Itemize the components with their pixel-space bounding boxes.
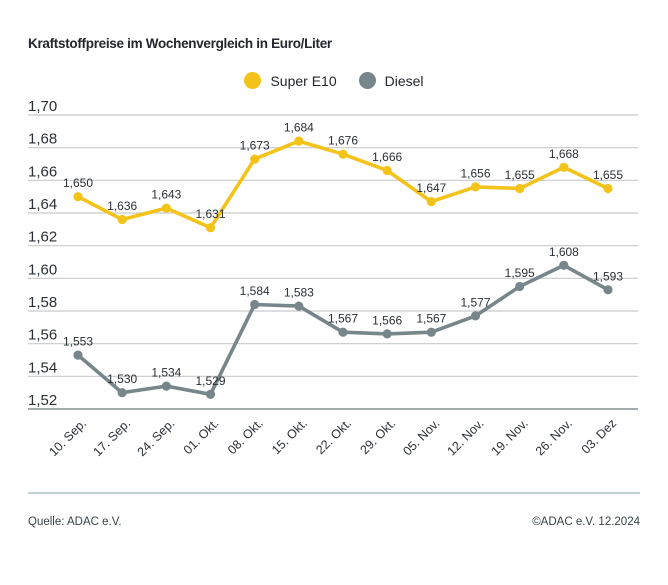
data-point-diesel <box>205 389 216 399</box>
data-point-label-super-e10: 1,668 <box>549 147 579 161</box>
data-point-label-super-e10: 1,655 <box>593 168 623 182</box>
data-point-label-super-e10: 1,676 <box>328 134 358 148</box>
data-point-label-super-e10: 1,650 <box>63 176 93 190</box>
x-axis-label: 19. Nov. <box>489 416 531 458</box>
data-point-diesel <box>250 299 260 310</box>
x-axis-label: 10. Sep. <box>46 416 89 459</box>
data-point-label-super-e10: 1,647 <box>416 181 446 195</box>
data-point-super-e10 <box>294 136 304 146</box>
data-point-label-diesel: 1,529 <box>195 374 225 388</box>
legend-label-diesel: Diesel <box>384 72 424 89</box>
y-axis-label: 1,66 <box>28 163 57 180</box>
data-point-diesel <box>117 388 127 398</box>
data-point-super-e10 <box>117 214 127 225</box>
x-axis-label: 24. Sep. <box>135 416 178 459</box>
y-axis-label: 1,52 <box>28 392 57 409</box>
data-point-diesel <box>603 285 613 295</box>
data-point-super-e10 <box>205 223 216 233</box>
data-point-diesel <box>73 350 83 360</box>
data-point-label-super-e10: 1,666 <box>372 150 402 164</box>
data-point-diesel <box>294 301 304 311</box>
data-point-label-diesel: 1,534 <box>151 366 181 380</box>
y-axis-label: 1,56 <box>28 327 57 344</box>
data-point-diesel <box>515 281 525 292</box>
data-point-label-super-e10: 1,673 <box>240 139 270 153</box>
y-axis-label: 1,64 <box>28 196 57 213</box>
legend-item-diesel: Diesel <box>358 72 424 89</box>
data-point-diesel <box>161 381 171 391</box>
data-point-label-super-e10: 1,631 <box>195 207 225 221</box>
x-axis-label: 08. Okt. <box>225 416 266 457</box>
x-axis-label: 22. Okt. <box>313 416 354 457</box>
data-point-label-diesel: 1,608 <box>549 245 579 259</box>
y-axis-label: 1,60 <box>28 261 57 278</box>
data-point-label-diesel: 1,567 <box>416 312 446 326</box>
x-axis-label: 05. Nov. <box>400 416 442 458</box>
data-point-label-diesel: 1,567 <box>328 312 358 326</box>
data-point-super-e10 <box>73 192 83 202</box>
data-point-label-diesel: 1,530 <box>107 372 137 386</box>
data-point-super-e10 <box>470 182 481 192</box>
data-point-diesel <box>426 327 436 337</box>
y-axis-label: 1,58 <box>28 294 57 311</box>
y-axis-label: 1,68 <box>28 131 57 148</box>
data-point-super-e10 <box>338 149 348 159</box>
data-point-super-e10 <box>161 203 171 213</box>
data-point-super-e10 <box>559 162 569 172</box>
data-point-label-super-e10: 1,655 <box>505 168 535 182</box>
legend-label-super-e10: Super E10 <box>270 72 337 89</box>
data-point-label-diesel: 1,577 <box>460 295 490 309</box>
data-point-diesel <box>338 327 348 337</box>
data-point-super-e10 <box>250 154 260 164</box>
x-axis-label: 29. Okt. <box>357 416 398 457</box>
y-axis-label: 1,70 <box>28 98 57 115</box>
data-point-label-super-e10: 1,643 <box>151 188 181 202</box>
data-point-diesel <box>470 311 481 321</box>
data-point-label-diesel: 1,584 <box>240 284 270 298</box>
x-axis-label: 15. Okt. <box>269 416 310 457</box>
data-point-diesel <box>559 260 569 270</box>
legend: Super E10 Diesel <box>0 72 668 89</box>
legend-item-super-e10: Super E10 <box>244 72 337 89</box>
copyright-label: ©ADAC e.V. 12.2024 <box>532 516 640 528</box>
y-axis-label: 1,54 <box>28 359 57 376</box>
data-point-super-e10 <box>426 197 436 207</box>
data-point-label-diesel: 1,593 <box>593 269 623 283</box>
data-point-super-e10 <box>603 183 613 194</box>
x-axis-label: 01. Okt. <box>181 416 222 457</box>
x-axis-label: 17. Sep. <box>90 416 133 459</box>
x-axis-label: 26. Nov. <box>533 416 575 458</box>
footer-separator <box>28 492 640 494</box>
x-axis-label: 12. Nov. <box>444 416 486 458</box>
source-label: Quelle: ADAC e.V. <box>28 516 122 528</box>
y-axis-label: 1,62 <box>28 229 57 246</box>
data-point-label-super-e10: 1,636 <box>107 199 137 213</box>
data-point-label-diesel: 1,583 <box>284 286 314 300</box>
data-point-super-e10 <box>382 165 392 176</box>
data-point-diesel <box>382 329 392 339</box>
x-axis-label: 03. Dez <box>579 416 619 456</box>
data-point-label-diesel: 1,553 <box>63 335 93 349</box>
data-point-label-diesel: 1,566 <box>372 313 402 327</box>
data-point-label-super-e10: 1,684 <box>284 121 314 135</box>
super-e10-dot-icon <box>244 72 262 89</box>
data-point-label-super-e10: 1,656 <box>460 166 490 180</box>
page-title: Kraftstoffpreise im Wochenvergleich in E… <box>28 36 332 51</box>
data-point-super-e10 <box>515 183 525 194</box>
data-point-label-diesel: 1,595 <box>505 266 535 280</box>
diesel-dot-icon <box>358 72 376 89</box>
